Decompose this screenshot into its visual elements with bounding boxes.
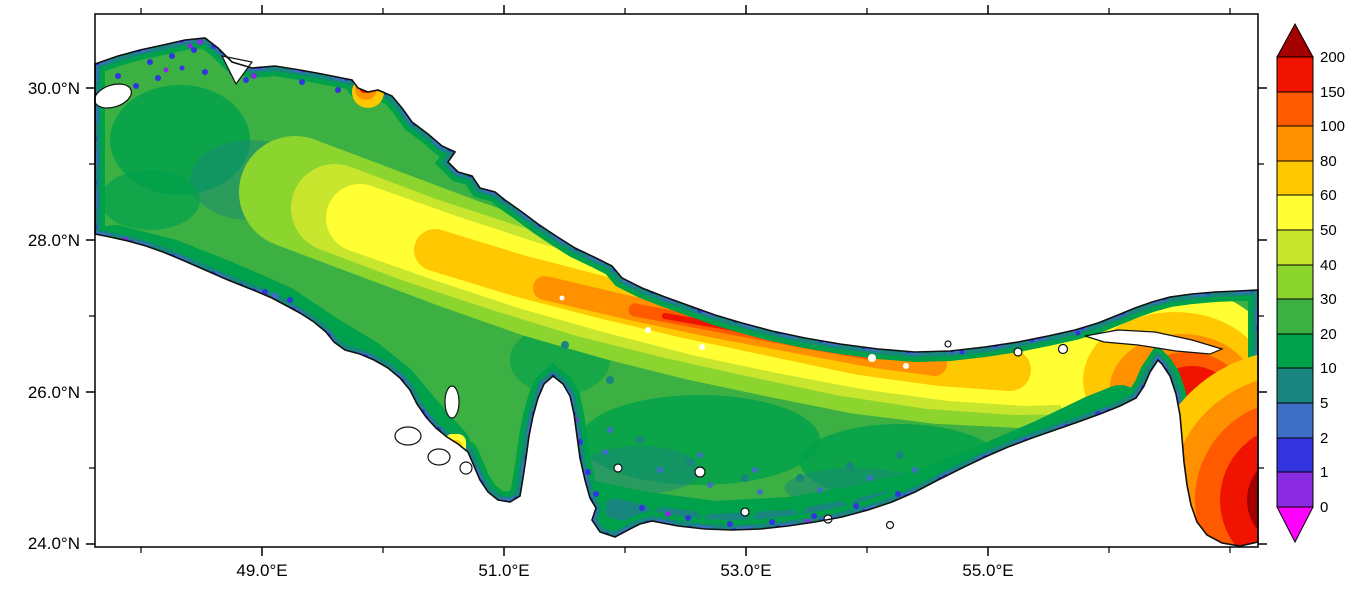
colorbar-segment: [1276, 437, 1314, 473]
x-axis-tick-label: 53.0°E: [720, 561, 771, 580]
x-axis-labels: 49.0°E 51.0°E 53.0°E 55.0°E: [236, 561, 1013, 580]
colorbar-tick-label: 5: [1320, 395, 1328, 412]
colorbar-tick-label: 2: [1320, 430, 1328, 447]
colorbar-tick-label: 80: [1320, 153, 1337, 170]
colorbar-under-arrow: [1276, 506, 1314, 544]
colorbar-segment: [1276, 56, 1314, 93]
colorbar-segment: [1276, 402, 1314, 439]
colorbar-tick-label: 30: [1320, 291, 1337, 308]
colorbar-tick-label: 50: [1320, 222, 1337, 239]
plot-frame: [94, 13, 1259, 548]
shatt-delta-land-wedge: [220, 55, 254, 86]
y-axis-labels: 30.0°N 28.0°N 26.0°N 24.0°N: [28, 79, 80, 553]
colorbar-segment: [1276, 194, 1314, 231]
shallow-speckles-teal: [561, 341, 904, 482]
axis-minor-ticks: [89, 8, 1264, 553]
colorbar: 200 150 100 80 60 50 40 30 20 10 5 2 1 0: [1276, 22, 1345, 544]
colorbar-segment: [1276, 264, 1314, 300]
axis-major-ticks: [86, 5, 1267, 556]
colorbar-labels: 200 150 100 80 60 50 40 30 20 10 5 2 1 0: [1320, 49, 1345, 516]
y-axis-tick-label: 30.0°N: [28, 79, 80, 98]
colorbar-tick-label: 40: [1320, 257, 1337, 274]
colorbar-segment: [1276, 229, 1314, 266]
colorbar-tick-label: 20: [1320, 326, 1337, 343]
x-axis-tick-label: 51.0°E: [478, 561, 529, 580]
y-axis-tick-label: 24.0°N: [28, 534, 80, 553]
islands-and-land-patches: [94, 55, 1224, 530]
colorbar-tick-label: 0: [1320, 499, 1328, 516]
x-axis-tick-label: 55.0°E: [962, 561, 1013, 580]
colorbar-segment: [1276, 333, 1314, 369]
colorbar-tick-label: 100: [1320, 118, 1345, 135]
bahrain-island: [444, 385, 460, 419]
gulf-water-region: [95, 38, 1258, 546]
no-data-flecks: [559, 295, 909, 369]
colorbar-tick-label: 150: [1320, 84, 1345, 101]
y-axis-tick-label: 28.0°N: [28, 231, 80, 250]
colorbar-segment: [1276, 160, 1314, 196]
colorbar-segment: [1276, 367, 1314, 404]
colorbar-segment: [1276, 125, 1314, 162]
colorbar-over-arrow: [1276, 22, 1314, 58]
colorbar-tick-label: 10: [1320, 360, 1337, 377]
colorbar-segment: [1276, 471, 1314, 508]
x-axis-tick-label: 49.0°E: [236, 561, 287, 580]
colorbar-tick-label: 1: [1320, 464, 1328, 481]
qeshm-island: [1084, 329, 1224, 355]
colorbar-segment: [1276, 298, 1314, 335]
colorbar-tick-label: 60: [1320, 187, 1337, 204]
colorbar-tick-label: 200: [1320, 49, 1345, 66]
y-axis-tick-label: 26.0°N: [28, 383, 80, 402]
colorbar-segment: [1276, 91, 1314, 127]
